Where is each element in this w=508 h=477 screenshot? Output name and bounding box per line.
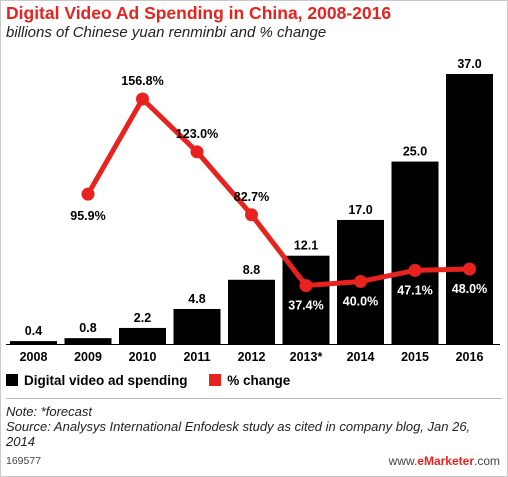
bar <box>119 327 166 344</box>
bar-value-label: 2.2 <box>134 311 151 325</box>
bar <box>446 74 493 344</box>
chart-plot: 0.4 2008 0.8 2009 2.2 2010 4.8 2011 8.8 2012 12.1 2… <box>6 57 500 364</box>
bar-value-label: 17.0 <box>348 203 372 217</box>
bar-value-label: 0.4 <box>25 324 42 338</box>
change-value-label: 48.0% <box>452 282 487 296</box>
x-tick-label: 2014 <box>347 350 375 364</box>
change-value-label: 37.4% <box>288 299 323 313</box>
bar <box>228 279 275 344</box>
change-value-label: 40.0% <box>343 295 378 309</box>
change-point <box>354 275 367 288</box>
change-point <box>136 92 149 106</box>
note-text: Note: *forecast <box>6 404 92 419</box>
brand-suffix: .com <box>473 454 500 468</box>
change-value-label: 82.7% <box>234 190 269 204</box>
brand-name: eMarketer <box>417 454 474 468</box>
x-tick-label: 2009 <box>74 350 102 364</box>
legend-label-spending: Digital video ad spending <box>24 373 188 388</box>
change-point <box>299 279 313 293</box>
x-tick-label: 2016 <box>456 350 484 364</box>
change-point <box>408 263 422 277</box>
change-line <box>85 96 472 289</box>
x-tick-label: 2011 <box>183 350 210 364</box>
legend-swatch-spending <box>6 374 18 386</box>
bar-value-label: 8.8 <box>243 263 260 277</box>
bar-value-label: 37.0 <box>457 57 481 71</box>
legend-item-change: % change <box>209 373 290 388</box>
bar <box>173 308 221 344</box>
change-point <box>81 187 95 201</box>
change-value-label: 123.0% <box>176 127 218 141</box>
chart-legend: Digital video ad spending % change <box>6 373 308 388</box>
legend-label-change: % change <box>227 373 291 388</box>
brand-prefix: www. <box>388 454 418 468</box>
x-tick-label: 2012 <box>238 350 266 364</box>
bar <box>10 341 57 344</box>
chart-subtitle: billions of Chinese yuan renminbi and % … <box>6 24 327 41</box>
source-text: Source: Analysys International Enfodesk … <box>6 419 471 449</box>
x-tick-label: 2013* <box>290 350 323 364</box>
bar <box>391 161 439 344</box>
bar <box>64 338 112 344</box>
x-tick-label: 2015 <box>401 350 429 364</box>
change-point <box>190 145 204 159</box>
bar-value-label: 12.1 <box>294 239 318 253</box>
legend-swatch-change <box>209 374 222 386</box>
x-tick-label: 2010 <box>129 350 157 364</box>
change-value-label: 47.1% <box>397 283 432 297</box>
chart-id: 169577 <box>6 455 42 467</box>
bar-value-label: 0.8 <box>79 321 96 335</box>
bar <box>282 255 330 344</box>
divider <box>6 398 502 399</box>
change-value-label: 95.9% <box>70 209 105 223</box>
change-point <box>463 262 476 276</box>
x-tick-label: 2008 <box>20 350 48 364</box>
bar-value-label: 4.8 <box>188 292 205 306</box>
legend-item-spending: Digital video ad spending <box>6 373 188 388</box>
chart-title: Digital Video Ad Spending in China, 2008… <box>6 3 392 23</box>
bar-value-label: 25.0 <box>403 145 427 159</box>
brand-logo[interactable]: www.eMarketer.com <box>389 454 500 468</box>
change-point <box>245 208 258 222</box>
chart-notes: Note: *forecast Source: Analysys Interna… <box>6 404 502 449</box>
change-value-label: 156.8% <box>121 74 163 88</box>
